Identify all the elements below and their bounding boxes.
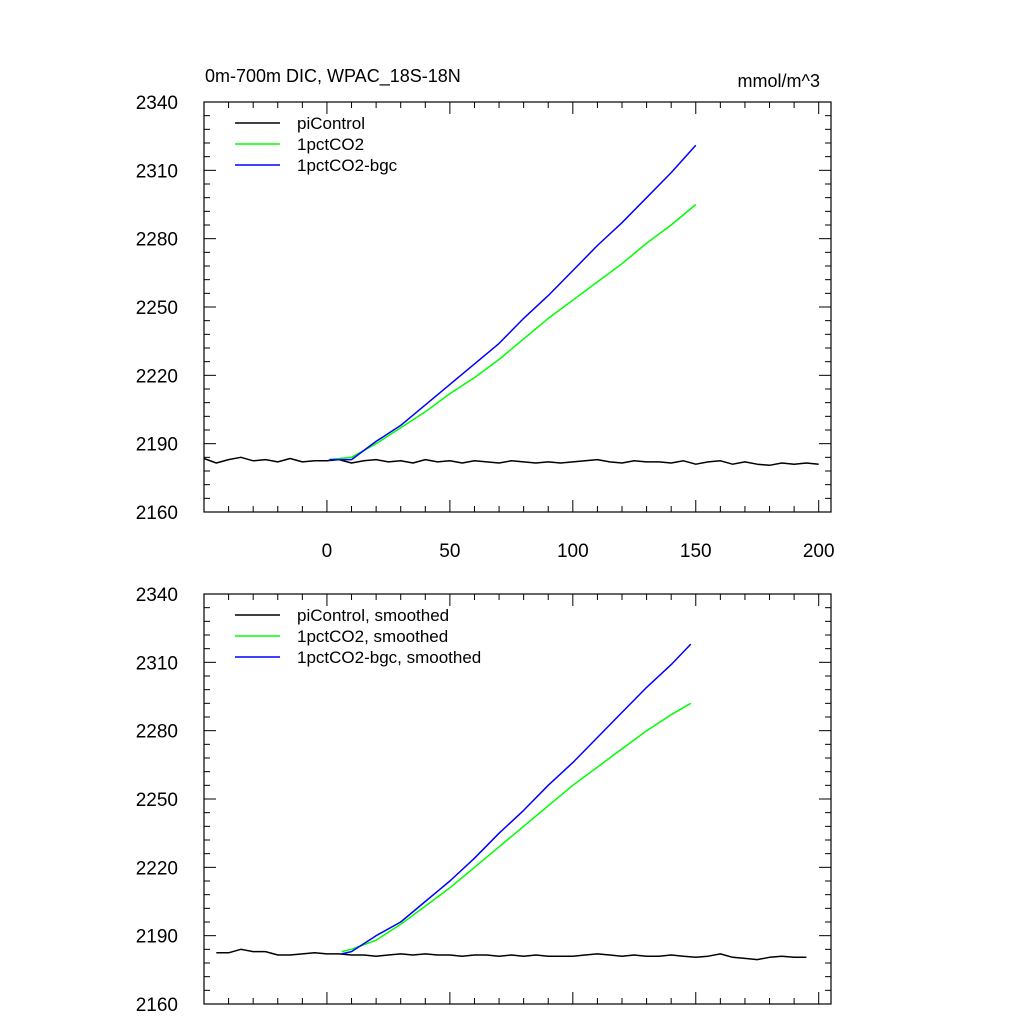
- series-line-1pctco2-bgc: [329, 144, 697, 461]
- figure-title: 0m-700m DIC, WPAC_18S-18N: [205, 66, 461, 87]
- legend-label: piControl: [297, 114, 365, 133]
- legend-label: 1pctCO2-bgc, smoothed: [297, 648, 481, 667]
- x-tick-label: 150: [680, 541, 712, 562]
- y-tick-label: 2220: [136, 366, 178, 387]
- series-line-picontrol-smoothed: [216, 948, 807, 961]
- legend-label: 1pctCO2-bgc: [297, 156, 398, 175]
- x-tick-label: 100: [557, 541, 589, 562]
- x-tick-label: 0: [322, 541, 333, 562]
- series-line-1pctco2-bgc-smoothed: [341, 643, 692, 955]
- units-label: mmol/m^3: [738, 71, 820, 91]
- y-tick-label: 2160: [136, 995, 178, 1016]
- series-line-1pctco2-smoothed: [341, 702, 692, 953]
- y-tick-label: 2190: [136, 435, 178, 456]
- y-tick-label: 2280: [136, 722, 178, 743]
- y-tick-label: 2250: [136, 790, 178, 811]
- y-tick-label: 2190: [136, 927, 178, 948]
- legend-label: piControl, smoothed: [297, 606, 449, 625]
- top-panel: 2160 2190 2220 2250 2280 2310 2340 0 50 100 150 200…: [136, 93, 835, 562]
- bottom-panel: 2160 2190 2220 2250 2280 2310 2340 piControl, s…: [136, 585, 832, 1016]
- y-tick-label: 2310: [136, 653, 178, 674]
- series-line-1pctco2: [329, 203, 697, 461]
- y-tick-label: 2160: [136, 503, 178, 524]
- y-tick-label: 2220: [136, 858, 178, 879]
- x-tick-label: 200: [803, 541, 835, 562]
- y-tick-label: 2340: [136, 93, 178, 114]
- y-tick-label: 2340: [136, 585, 178, 606]
- y-tick-label: 2280: [136, 230, 178, 251]
- y-tick-label: 2250: [136, 298, 178, 319]
- legend-label: 1pctCO2, smoothed: [297, 627, 448, 646]
- series-line-picontrol: [203, 456, 819, 467]
- legend-label: 1pctCO2: [297, 135, 364, 154]
- x-tick-label: 50: [439, 541, 460, 562]
- y-tick-label: 2310: [136, 161, 178, 182]
